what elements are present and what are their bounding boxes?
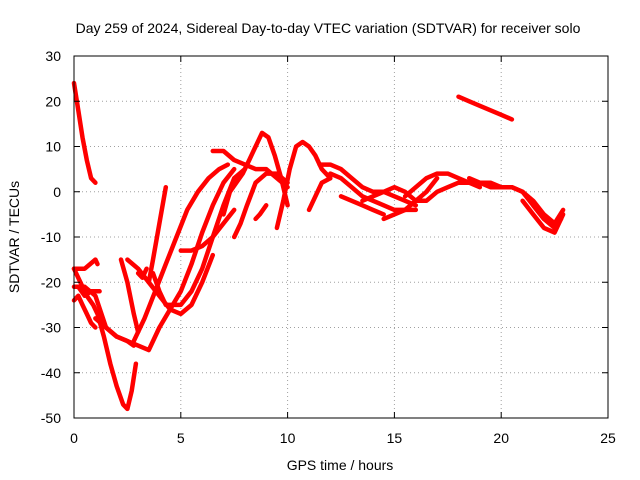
series-track-26	[381, 175, 440, 222]
grid-lines	[74, 56, 608, 418]
y-tick-label: -40	[41, 365, 61, 381]
x-axis-label: GPS time / hours	[287, 457, 394, 473]
series-track-4	[71, 257, 100, 271]
y-tick-label: 0	[53, 184, 61, 200]
y-tick-label: 20	[45, 93, 61, 109]
y-axis-label: SDTVAR / TECUs	[6, 181, 22, 293]
series-track-7	[93, 316, 137, 348]
series-track-8	[118, 257, 141, 335]
series-track-11	[131, 162, 231, 344]
series-track-25	[360, 180, 483, 204]
y-tick-label: -10	[41, 229, 61, 245]
y-tick-label: -50	[41, 410, 61, 426]
chart-title: Day 259 of 2024, Sidereal Day-to-day VTE…	[76, 20, 581, 36]
data-series	[71, 80, 566, 412]
x-tick-label: 25	[600, 430, 616, 446]
series-track-14	[178, 207, 237, 253]
x-tick-label: 0	[70, 430, 78, 446]
series-track-22	[317, 162, 419, 208]
y-tick-label: -30	[41, 320, 61, 336]
series-track-19	[253, 203, 269, 222]
series-track-15	[210, 148, 248, 167]
series-track-6	[76, 284, 102, 299]
series-track-32	[530, 203, 566, 226]
y-tick-label: -20	[41, 274, 61, 290]
axis-ticks: 0 5 10 15 20 25 -50 -40 -30 -20 -10 0 10 20 30	[41, 48, 616, 446]
series-track-17	[231, 171, 290, 240]
series-track-5	[71, 293, 98, 330]
y-tick-label: 10	[45, 139, 61, 155]
x-tick-label: 10	[280, 430, 296, 446]
x-tick-label: 20	[493, 430, 509, 446]
series-track-3	[71, 166, 237, 353]
series-track-28	[456, 94, 515, 122]
series-track-24	[338, 194, 386, 217]
series-track-10	[135, 266, 149, 280]
series-track-16	[221, 130, 290, 217]
series-track-21	[306, 175, 333, 213]
series-track-18	[242, 162, 290, 190]
series-track-9	[125, 252, 216, 317]
series-track-12	[146, 184, 169, 285]
x-tick-label: 15	[387, 430, 403, 446]
x-tick-label: 5	[177, 430, 185, 446]
series-track-1	[71, 80, 98, 185]
series-track-31	[520, 198, 566, 235]
y-tick-label: 30	[45, 48, 61, 64]
